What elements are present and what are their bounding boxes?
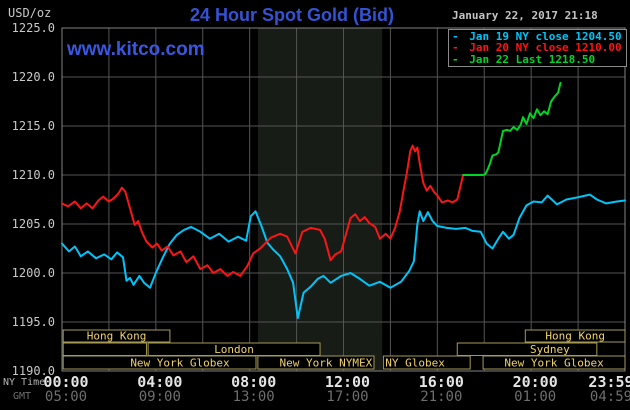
y-tick-label: 1200.0 xyxy=(12,266,55,280)
legend-dash-icon: - xyxy=(452,30,459,44)
y-tick-label: 1225.0 xyxy=(12,21,55,35)
legend-item: - Jan 19 NY close 1204.50 xyxy=(452,31,626,42)
session-label: NY Globex xyxy=(385,357,445,370)
session-box-ny-globex xyxy=(382,355,471,370)
y-tick-label: 1205.0 xyxy=(12,217,55,231)
y-tick-label: 1190.0 xyxy=(12,364,55,378)
nymex-session-band xyxy=(257,28,383,371)
session-label: Hong Kong xyxy=(545,330,605,343)
y-axis-units-label: USD/oz xyxy=(8,6,52,20)
x-tick-gmt-label: 21:00 xyxy=(420,389,462,405)
session-label: New York NYMEX xyxy=(280,357,373,370)
session-label: New York Globex xyxy=(130,357,230,370)
legend-label: Jan 19 NY close 1204.50 xyxy=(462,30,622,44)
x-tick-gmt-label: 09:00 xyxy=(139,389,181,405)
legend-dash-icon: - xyxy=(452,52,459,66)
legend-dash-icon: - xyxy=(452,41,459,55)
session-box-sydney xyxy=(456,342,598,356)
session-box-new-york-globex xyxy=(62,355,257,370)
session-label: London xyxy=(214,343,254,356)
session-box-hong-kong xyxy=(62,329,171,343)
kitco-watermark-link[interactable]: www.kitco.com xyxy=(67,39,205,60)
page-title: 24 Hour Spot Gold (Bid) xyxy=(190,5,394,25)
x-tick-ny-label: 20:00 xyxy=(513,373,558,391)
y-tick-label: 1210.0 xyxy=(12,168,55,182)
chart-datetime: January 22, 2017 21:18 xyxy=(452,9,598,22)
x-tick-ny-label: 00:00 xyxy=(43,373,88,391)
series-line-jan-20 xyxy=(61,144,485,277)
gmt-axis-caption: GMT xyxy=(13,391,32,402)
y-tick-label: 1215.0 xyxy=(12,119,55,133)
y-tick-label: 1220.0 xyxy=(12,70,55,84)
x-tick-ny-label: 12:00 xyxy=(325,373,370,391)
legend-label: Jan 20 NY close 1210.00 xyxy=(462,41,622,55)
session-label: Hong Kong xyxy=(87,330,147,343)
session-box-new-york-globex xyxy=(482,355,626,370)
session-box-hong-kong xyxy=(524,329,626,343)
x-tick-gmt-label: 01:00 xyxy=(514,389,556,405)
ny-time-axis-caption: NY Time xyxy=(3,377,46,388)
x-tick-ny-label: 16:00 xyxy=(419,373,464,391)
x-tick-gmt-label: 13:00 xyxy=(233,389,275,405)
x-tick-ny-label: 08:00 xyxy=(231,373,276,391)
session-box-new-york-nymex xyxy=(257,355,375,370)
chart-legend: - Jan 19 NY close 1204.50- Jan 20 NY clo… xyxy=(448,29,627,67)
x-tick-ny-label: 04:00 xyxy=(137,373,182,391)
session-label: Sydney xyxy=(530,343,570,356)
legend-item: - Jan 20 NY close 1210.00 xyxy=(452,42,626,53)
session-label: New York Globex xyxy=(504,357,604,370)
legend-item: - Jan 22 Last 1218.50 xyxy=(452,54,626,65)
session-box-unlabeled xyxy=(62,342,147,356)
y-tick-label: 1195.0 xyxy=(12,315,55,329)
series-line-jan-22 xyxy=(462,81,562,176)
x-tick-ny-label: 23:59 xyxy=(588,373,630,391)
x-tick-gmt-label: 05:00 xyxy=(45,389,87,405)
legend-label: Jan 22 Last 1218.50 xyxy=(462,52,596,66)
x-tick-gmt-label: 17:00 xyxy=(326,389,368,405)
x-tick-gmt-label: 04:59 xyxy=(590,389,630,405)
series-line-jan-19 xyxy=(61,193,626,320)
